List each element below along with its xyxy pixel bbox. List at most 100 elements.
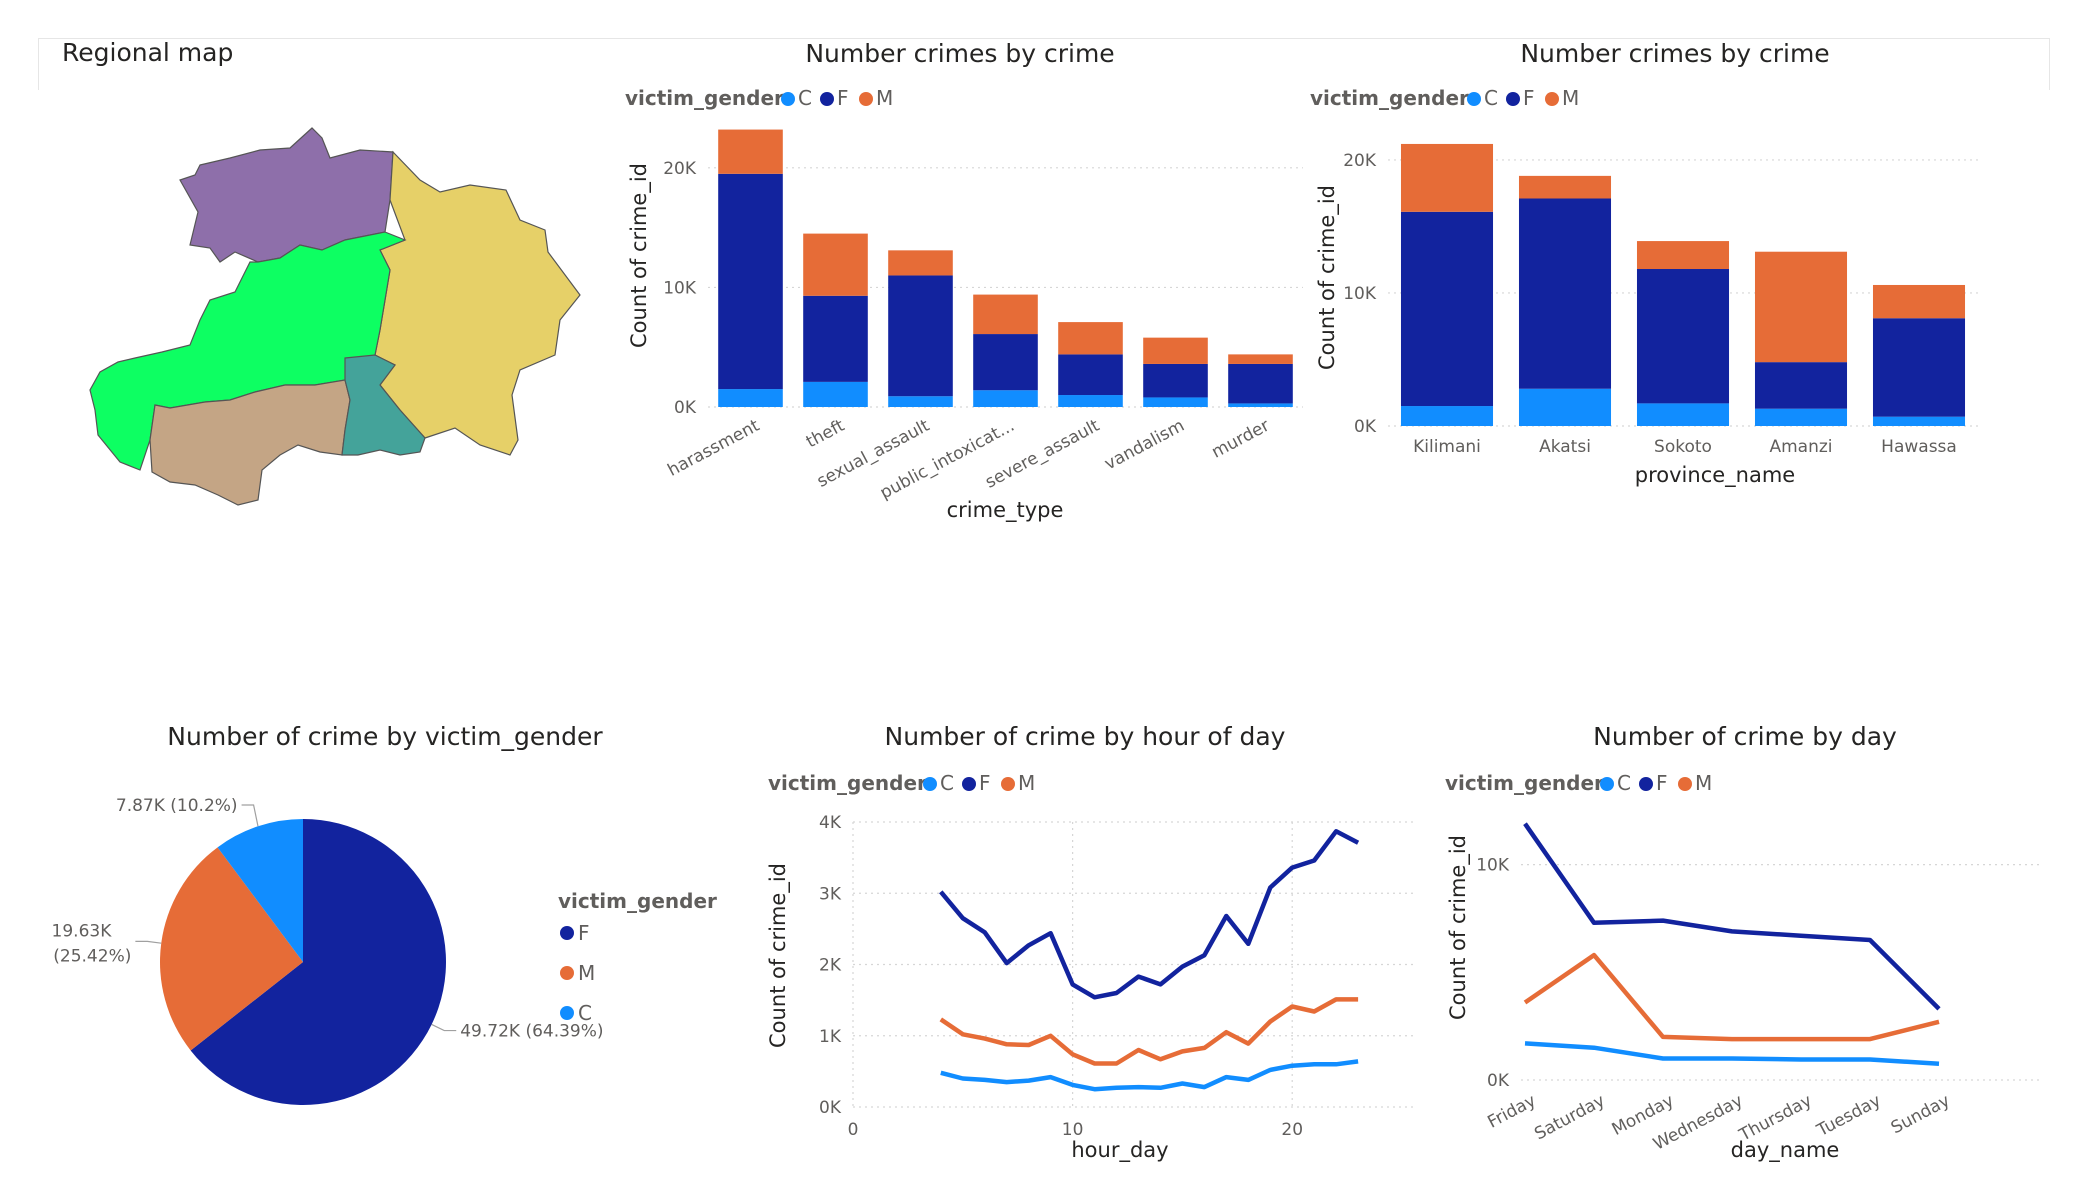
x-tick-label: murder (1208, 416, 1272, 463)
bar-f-vandalism[interactable] (1143, 363, 1208, 398)
y-tick-label: 10K (1476, 856, 1510, 876)
x-tick-label: Tuesday (1813, 1091, 1884, 1142)
legend-dot-m (1678, 777, 1692, 791)
chart-title: Number crimes by crime (1520, 39, 1829, 68)
line-series-m[interactable] (939, 997, 1359, 1066)
legend: victim_gender C F M (768, 771, 1035, 795)
bar-c-theft[interactable] (803, 381, 868, 407)
pie-legend-dot-m (560, 966, 574, 980)
bar-c-sexual-assault[interactable] (888, 396, 953, 407)
pie-label-m-value: 19.63K (52, 921, 113, 941)
x-tick-label: Saturday (1531, 1091, 1608, 1145)
x-tick-label: Sokoto (1654, 437, 1712, 457)
map-region-south-central[interactable] (341, 354, 426, 456)
bar-c-public-intoxicat-[interactable] (973, 390, 1038, 407)
bar-f-kilimani[interactable] (1400, 211, 1494, 407)
legend-label-f: F (1523, 86, 1535, 110)
legend-label-c: C (798, 86, 812, 110)
x-tick-label: harassment (664, 416, 763, 481)
x-axis-title: day_name (1731, 1138, 1840, 1163)
bar-m-public-intoxicat-[interactable] (973, 294, 1038, 335)
pie-legend-label-f: F (578, 921, 590, 945)
map-region-south-west[interactable] (149, 379, 351, 506)
pie-legend-label-c: C (578, 1001, 592, 1025)
bar-m-severe-assault[interactable] (1058, 322, 1123, 355)
legend-dot-m (859, 92, 873, 106)
x-tick-label: 20 (1281, 1120, 1303, 1140)
y-axis-title: Count of crime_id (1446, 835, 1471, 1020)
y-tick-label: 10K (663, 278, 697, 298)
bar-m-sexual-assault[interactable] (888, 250, 953, 276)
legend-dot-f (1639, 777, 1653, 791)
y-axis-title: Count of crime_id (766, 863, 791, 1048)
pie-slice-m[interactable] (160, 847, 303, 1051)
bar-f-severe-assault[interactable] (1058, 354, 1123, 396)
y-tick-label: 1K (819, 1027, 842, 1047)
pie-leader-c (241, 804, 259, 827)
pie-slice-f[interactable] (190, 819, 446, 1105)
pie-slice-c[interactable] (217, 819, 303, 962)
regional-map[interactable] (0, 0, 600, 540)
bar-c-kilimani[interactable] (1400, 406, 1494, 426)
pie-leader-f (431, 1023, 457, 1032)
legend-title: victim_gender (1310, 86, 1469, 110)
bar-f-murder[interactable] (1228, 363, 1293, 404)
line-series-c[interactable] (940, 1059, 1359, 1092)
pie-legend-dot-f (560, 926, 574, 940)
chart-crimes-by-day: Number of crime by day victim_gender C F… (1445, 722, 2041, 1163)
bar-c-amanzi[interactable] (1754, 408, 1848, 426)
legend-dot-c (1467, 92, 1481, 106)
legend-dot-f (820, 92, 834, 106)
bar-m-vandalism[interactable] (1143, 337, 1208, 364)
x-tick-label: vandalism (1101, 416, 1187, 475)
y-tick-label: 0K (1354, 417, 1377, 437)
bar-m-akatsi[interactable] (1518, 175, 1612, 199)
pie-legend-title: victim_gender (558, 889, 717, 913)
bar-m-kilimani[interactable] (1400, 143, 1494, 212)
legend-label-f: F (1656, 771, 1668, 795)
bar-m-hawassa[interactable] (1872, 284, 1966, 319)
y-tick-label: 4K (819, 813, 842, 833)
bar-f-theft[interactable] (803, 295, 868, 382)
pie-legend-label-m: M (578, 961, 595, 985)
y-tick-label: 20K (663, 159, 697, 179)
x-axis-title: crime_type (947, 498, 1064, 523)
legend-label-c: C (1484, 86, 1498, 110)
bar-m-harassment[interactable] (718, 129, 783, 174)
legend-dot-c (1600, 777, 1614, 791)
bar-m-theft[interactable] (803, 233, 868, 296)
pie-label-f: 49.72K (64.39%) (460, 1022, 603, 1042)
chart-crimes-by-hour: Number of crime by hour of day victim_ge… (766, 722, 1413, 1163)
bar-f-sexual-assault[interactable] (888, 275, 953, 397)
line-series-f[interactable] (939, 829, 1360, 1000)
legend-label-f: F (979, 771, 991, 795)
line-series-f[interactable] (1523, 822, 1941, 1011)
bar-f-amanzi[interactable] (1754, 362, 1848, 409)
bar-f-harassment[interactable] (718, 173, 783, 390)
bar-c-severe-assault[interactable] (1058, 395, 1123, 407)
bar-f-sokoto[interactable] (1636, 269, 1730, 404)
line-series-m[interactable] (1523, 952, 1940, 1042)
bar-m-murder[interactable] (1228, 354, 1293, 364)
pie-label-c: 7.87K (10.2%) (116, 796, 238, 816)
legend-title: victim_gender (768, 771, 927, 795)
bar-m-amanzi[interactable] (1754, 251, 1848, 363)
bar-c-harassment[interactable] (718, 389, 783, 407)
chart-title: Number of crime by victim_gender (167, 722, 603, 751)
bar-f-public-intoxicat-[interactable] (973, 334, 1038, 391)
bar-f-akatsi[interactable] (1518, 198, 1612, 389)
line-series-c[interactable] (1524, 1041, 1940, 1067)
bar-m-sokoto[interactable] (1636, 241, 1730, 270)
bar-f-hawassa[interactable] (1872, 318, 1966, 417)
bar-c-vandalism[interactable] (1143, 397, 1208, 407)
map-region-east[interactable] (374, 150, 581, 456)
x-tick-label: 0 (848, 1120, 859, 1140)
x-tick-label: Hawassa (1881, 437, 1957, 457)
bar-c-sokoto[interactable] (1636, 403, 1730, 426)
bar-c-hawassa[interactable] (1872, 416, 1966, 426)
bar-c-murder[interactable] (1228, 403, 1293, 407)
legend-label-m: M (876, 86, 893, 110)
bar-c-akatsi[interactable] (1518, 388, 1612, 426)
chart-title: Number crimes by crime (805, 39, 1114, 68)
x-axis-title: province_name (1635, 463, 1795, 488)
